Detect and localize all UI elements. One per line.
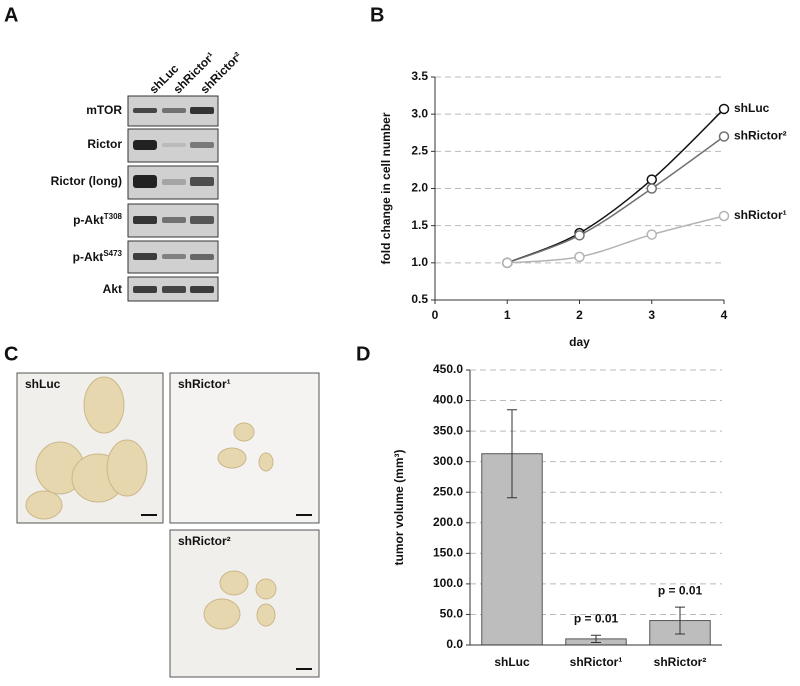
y-tick-label: 3.5 xyxy=(411,69,428,83)
photo-label: shLuc xyxy=(25,377,61,391)
photo-label: shRictor¹ xyxy=(178,377,231,391)
x-tick-label: 2 xyxy=(576,308,583,322)
annotation: p = 0.01 xyxy=(658,583,703,597)
y-tick-label: 150.0 xyxy=(433,546,463,560)
row-label: p-AktS473 xyxy=(73,249,123,264)
point xyxy=(718,103,730,115)
series-label: shRictor¹ xyxy=(734,208,787,222)
x-tick-label: 1 xyxy=(504,308,511,322)
y-tick-label: 100.0 xyxy=(433,576,463,590)
row-label-base: p-Akt xyxy=(73,213,104,227)
point xyxy=(718,210,730,222)
row-label: mTOR xyxy=(86,103,122,117)
point xyxy=(718,131,730,142)
row-label-base: p-Akt xyxy=(73,250,104,264)
point xyxy=(502,257,513,269)
panel-label: C xyxy=(4,343,18,365)
point xyxy=(574,230,585,241)
y-tick-label: 1.0 xyxy=(411,255,428,269)
x-tick-label: 0 xyxy=(432,308,439,322)
x-tick-label: 4 xyxy=(721,308,728,322)
x-tick-label: shRictor² xyxy=(654,655,707,669)
row-label: Akt xyxy=(103,282,122,296)
series-line xyxy=(506,135,725,264)
y-tick-label: 50.0 xyxy=(440,607,464,621)
series-line xyxy=(507,215,725,264)
row-label: Rictor (long) xyxy=(51,174,122,188)
point xyxy=(646,174,657,185)
error-bar xyxy=(591,634,601,644)
y-tick-label: 200.0 xyxy=(433,515,463,529)
x-axis-label: day xyxy=(569,335,590,349)
series-line xyxy=(506,108,725,264)
error-bar xyxy=(507,409,517,499)
panel-label: A xyxy=(4,4,18,26)
blot: shLuc shRictor¹ shRictor² mTOR Rictor Ri… xyxy=(51,49,245,302)
y-tick-label: 1.5 xyxy=(411,218,428,232)
y-tick-label: 2.5 xyxy=(411,144,428,158)
y-tick-label: 0.0 xyxy=(446,637,463,651)
row-label: Rictor xyxy=(87,137,122,151)
y-tick-label: 0.5 xyxy=(411,292,428,306)
y-tick-label: 2.0 xyxy=(411,181,428,195)
photos: shLuc shRictor¹ shRictor² xyxy=(16,372,320,678)
row-label-sup: T308 xyxy=(104,212,123,221)
x-tick-label: shLuc xyxy=(494,655,530,669)
y-tick-label: 3.0 xyxy=(411,106,428,120)
point xyxy=(646,229,657,240)
y-tick-label: 400.0 xyxy=(433,393,463,407)
y-tick-label: 300.0 xyxy=(433,454,463,468)
y-tick-label: 250.0 xyxy=(433,484,463,498)
series-label: shLuc xyxy=(734,101,770,115)
y-axis-label: fold change in cell number xyxy=(379,112,393,264)
panel-label: D xyxy=(356,343,370,365)
panel-label: B xyxy=(370,4,384,26)
annotation: p = 0.01 xyxy=(574,611,619,625)
error-bar xyxy=(675,606,685,635)
y-tick-label: 450.0 xyxy=(433,362,463,376)
y-axis-label: tumor volume (mm³) xyxy=(392,449,406,565)
row-label-sup: S473 xyxy=(103,249,122,258)
x-tick-label: 3 xyxy=(648,308,655,322)
point xyxy=(646,183,657,194)
x-tick-label: shRictor¹ xyxy=(570,655,623,669)
photo-label: shRictor² xyxy=(178,534,231,548)
y-tick-label: 350.0 xyxy=(433,423,463,437)
series-label: shRictor² xyxy=(734,129,787,143)
row-label: p-AktT308 xyxy=(73,212,122,227)
point xyxy=(574,251,585,263)
